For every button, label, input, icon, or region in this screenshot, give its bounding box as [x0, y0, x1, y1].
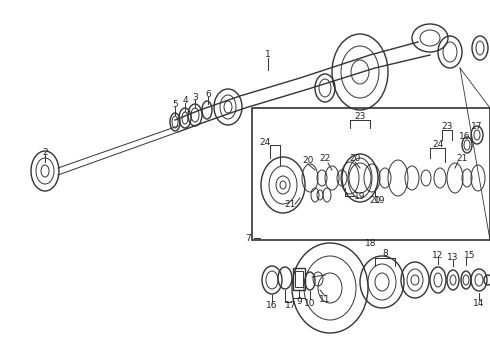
Text: 17: 17 [471, 122, 483, 131]
Text: 15: 15 [464, 251, 476, 260]
Bar [295, 271, 303, 287]
Text: 19: 19 [374, 195, 386, 204]
Text: 21: 21 [456, 153, 467, 162]
Bar [293, 268, 305, 290]
Text: 13: 13 [447, 252, 459, 261]
Text: 12: 12 [432, 251, 443, 260]
Text: 24: 24 [432, 140, 443, 149]
Text: 10: 10 [304, 298, 316, 307]
Text: 24: 24 [259, 138, 270, 147]
Text: 7: 7 [245, 234, 251, 243]
Text: 20: 20 [349, 153, 361, 162]
Text: 11: 11 [319, 296, 331, 305]
Text: 20: 20 [302, 156, 314, 165]
Text: 17: 17 [285, 302, 297, 310]
Text: 22: 22 [319, 153, 331, 162]
Text: 16: 16 [459, 131, 471, 140]
Text: 4: 4 [182, 95, 188, 104]
Text: 23: 23 [354, 112, 366, 121]
Text: 8: 8 [382, 249, 388, 258]
Text: 19: 19 [354, 192, 366, 201]
Text: 6: 6 [205, 90, 211, 99]
Text: 18: 18 [365, 239, 377, 248]
Text: 5: 5 [172, 99, 178, 108]
Text: 20: 20 [369, 195, 381, 204]
Text: 23: 23 [441, 122, 453, 131]
Text: 14: 14 [473, 300, 485, 309]
Text: 2: 2 [42, 148, 48, 157]
Text: 9: 9 [296, 297, 302, 306]
Bar [252, 108, 490, 240]
Text: 3: 3 [192, 93, 198, 102]
Text: 1: 1 [265, 50, 271, 59]
Text: 21: 21 [284, 199, 295, 208]
Text: 16: 16 [266, 302, 278, 310]
